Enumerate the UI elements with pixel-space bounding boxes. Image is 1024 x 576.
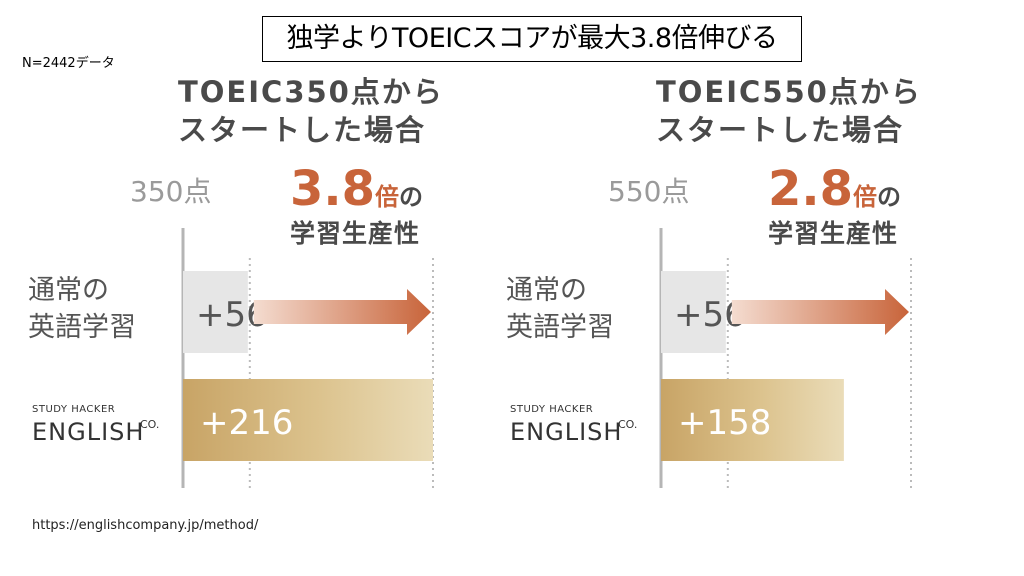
- growth-arrow: [731, 289, 909, 335]
- brand-logo-sup: CO.: [618, 418, 637, 431]
- multiplier-caption: 学習生産性: [768, 219, 898, 248]
- category-label-regular-line-1: 通常の: [506, 275, 587, 306]
- category-label-regular-line-2: 英語学習: [28, 312, 136, 343]
- bar-regular: [183, 271, 248, 353]
- brand-logo-sup: CO.: [140, 418, 159, 431]
- sample-size-note: N=2442データ: [22, 56, 115, 71]
- multiplier-suffix: の: [877, 183, 901, 211]
- bar-english-company: [661, 379, 844, 461]
- growth-arrow: [253, 289, 431, 335]
- bar-regular: [661, 271, 726, 353]
- bar-value-label-english-company: +216: [200, 403, 293, 443]
- multiplier-text: 3.8倍の: [290, 161, 423, 217]
- brand-logo-top: STUDY HACKER: [32, 404, 115, 415]
- multiplier-value: 3.8: [290, 161, 375, 217]
- start-score-label: 550点: [608, 175, 689, 208]
- headline-box: 独学よりTOEICスコアが最大3.8倍伸びる: [262, 16, 802, 62]
- start-score-label: 350点: [130, 175, 211, 208]
- panel-title-line-1: TOEIC550点から: [656, 75, 922, 109]
- multiplier-unit: 倍: [375, 183, 399, 211]
- panel-title-line-2: スタートした場合: [178, 113, 426, 147]
- bar-english-company: [183, 379, 433, 461]
- category-label-regular-line-1: 通常の: [28, 275, 109, 306]
- brand-logo-main: ENGLISH: [510, 418, 622, 446]
- multiplier-caption: 学習生産性: [290, 219, 420, 248]
- multiplier-unit: 倍: [853, 183, 877, 211]
- multiplier-text: 2.8倍の: [768, 161, 901, 217]
- brand-logo-top: STUDY HACKER: [510, 404, 593, 415]
- bar-value-label-english-company: +158: [678, 403, 771, 443]
- brand-logo-main: ENGLISH: [32, 418, 144, 446]
- category-label-regular-line-2: 英語学習: [506, 312, 614, 343]
- multiplier-value: 2.8: [768, 161, 853, 217]
- panel-title-line-2: スタートした場合: [656, 113, 904, 147]
- multiplier-suffix: の: [399, 183, 423, 211]
- source-url[interactable]: https://englishcompany.jp/method/: [32, 518, 259, 533]
- panel-title-line-1: TOEIC350点から: [178, 75, 444, 109]
